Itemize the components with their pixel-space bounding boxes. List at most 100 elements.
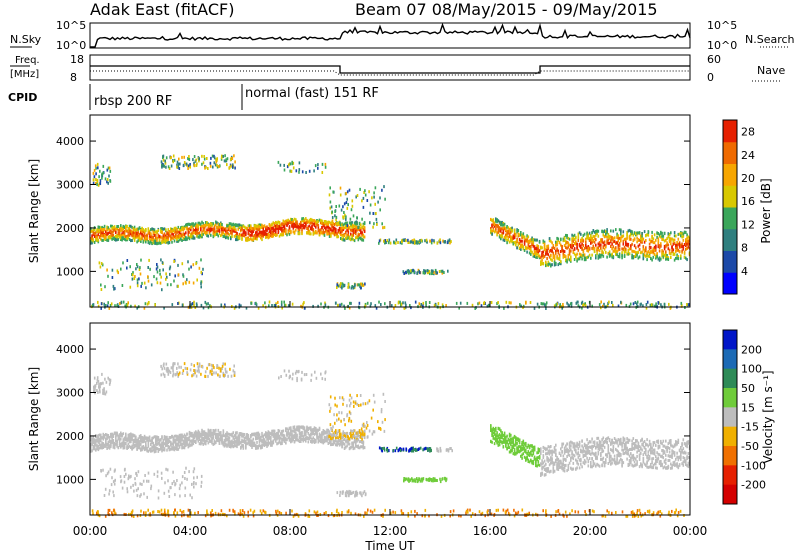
velocity-echo-cell bbox=[116, 433, 118, 437]
power-echo-cell bbox=[177, 284, 179, 288]
power-echo-cell bbox=[536, 252, 538, 256]
power-echo-cell bbox=[340, 233, 342, 237]
velocity-echo-cell bbox=[120, 437, 122, 441]
power-echo-cell bbox=[378, 241, 380, 245]
power-echo-cell bbox=[118, 235, 121, 239]
power-echo-cell bbox=[401, 241, 403, 245]
power-echo-cell bbox=[93, 232, 96, 235]
power-echo-cell bbox=[104, 285, 106, 289]
power-echo-cell bbox=[633, 237, 636, 241]
power-echo-cell bbox=[508, 240, 511, 244]
power-echo-cell bbox=[517, 229, 520, 232]
power-echo-cell bbox=[409, 240, 412, 244]
velocity-echo-cell bbox=[222, 441, 225, 445]
power-echo-cell bbox=[193, 303, 195, 307]
power-echo-cell bbox=[628, 237, 631, 241]
power-echo-cell bbox=[565, 255, 567, 259]
power-echo-cell bbox=[162, 268, 164, 272]
power-echo-cell bbox=[266, 234, 268, 238]
power-echo-cell bbox=[287, 163, 290, 167]
power-echo-cell bbox=[117, 234, 120, 238]
power-echo-cell bbox=[419, 239, 421, 242]
power-echo-cell bbox=[537, 254, 540, 258]
power-echo-cell bbox=[337, 223, 340, 226]
power-echo-cell bbox=[291, 162, 294, 166]
power-echo-cell bbox=[250, 237, 252, 241]
power-echo-cell bbox=[521, 243, 523, 247]
power-echo-cell bbox=[567, 253, 570, 257]
power-echo-cell bbox=[547, 247, 550, 250]
velocity-echo-cell bbox=[207, 437, 210, 440]
power-echo-cell bbox=[606, 303, 609, 307]
velocity-echo-cell bbox=[271, 431, 273, 435]
power-echo-cell bbox=[167, 237, 170, 241]
power-echo-cell bbox=[128, 233, 131, 237]
velocity-echo-cell bbox=[100, 433, 102, 437]
power-echo-cell bbox=[308, 169, 311, 173]
power-echo-cell bbox=[630, 229, 632, 233]
power-echo-cell bbox=[637, 250, 640, 254]
power-echo-cell bbox=[140, 229, 142, 232]
velocity-echo-cell bbox=[157, 449, 160, 453]
velocity-echo-cell bbox=[136, 444, 138, 448]
velocity-echo-cell bbox=[222, 431, 225, 434]
velocity-echo-cell bbox=[241, 443, 243, 447]
freq-tick-low: 8 bbox=[70, 71, 77, 84]
velocity-echo-cell bbox=[257, 446, 260, 450]
velocity-echo-cell bbox=[261, 443, 263, 447]
power-echo-cell bbox=[242, 234, 245, 237]
power-echo-cell bbox=[575, 254, 577, 257]
power-echo-cell bbox=[188, 155, 190, 158]
power-echo-cell bbox=[192, 231, 195, 235]
power-echo-cell bbox=[97, 300, 99, 304]
power-echo-cell bbox=[92, 229, 95, 233]
power-echo-cell bbox=[661, 249, 663, 253]
power-echo-cell bbox=[394, 304, 397, 307]
power-echo-cell bbox=[156, 263, 158, 266]
power-echo-cell bbox=[355, 230, 357, 233]
power-echo-cell bbox=[547, 253, 550, 257]
power-echo-cell bbox=[163, 239, 166, 243]
velocity-echo-cell bbox=[327, 437, 330, 441]
power-echo-cell bbox=[258, 231, 261, 235]
velocity-echo-cell bbox=[252, 441, 255, 445]
velocity-echo-cell bbox=[111, 438, 113, 442]
power-echo-cell bbox=[148, 229, 151, 233]
power-echo-cell bbox=[558, 241, 561, 245]
power-echo-cell bbox=[321, 171, 324, 174]
power-echo-cell bbox=[577, 236, 580, 240]
power-echo-cell bbox=[203, 231, 206, 234]
velocity-echo-cell bbox=[205, 432, 207, 436]
velocity-echo-cell bbox=[303, 432, 306, 436]
velocity-echo-cell bbox=[262, 434, 265, 438]
power-echo-cell bbox=[163, 233, 166, 237]
power-echo-cell bbox=[182, 233, 185, 237]
velocity-echo-cell bbox=[176, 447, 178, 451]
power-echo-cell bbox=[287, 218, 290, 222]
velocity-echo-cell bbox=[333, 432, 336, 436]
power-echo-cell bbox=[166, 236, 168, 240]
power-echo-cell bbox=[339, 282, 342, 286]
power-echo-cell bbox=[583, 303, 585, 306]
power-echo-cell bbox=[200, 280, 202, 284]
power-echo-cell bbox=[343, 304, 345, 308]
power-echo-cell bbox=[592, 234, 595, 238]
velocity-echo-cell bbox=[272, 441, 275, 445]
velocity-echo-cell bbox=[302, 425, 305, 429]
velocity-echo-cell bbox=[327, 442, 330, 445]
power-echo-cell bbox=[250, 233, 252, 237]
velocity-echo-cell bbox=[192, 442, 195, 446]
power-echo-cell bbox=[292, 222, 295, 226]
power-echo-cell bbox=[103, 302, 105, 306]
power-echo-cell bbox=[97, 304, 100, 308]
power-echo-cell bbox=[566, 258, 568, 262]
power-echo-cell bbox=[107, 235, 110, 239]
velocity-echo-cell bbox=[201, 441, 203, 445]
velocity-echo-cell bbox=[212, 442, 215, 446]
power-echo-cell bbox=[317, 220, 320, 224]
power-echo-cell bbox=[147, 266, 149, 269]
power-echo-cell bbox=[201, 220, 203, 224]
power-echo-cell bbox=[650, 251, 652, 254]
velocity-echo-cell bbox=[226, 444, 228, 448]
